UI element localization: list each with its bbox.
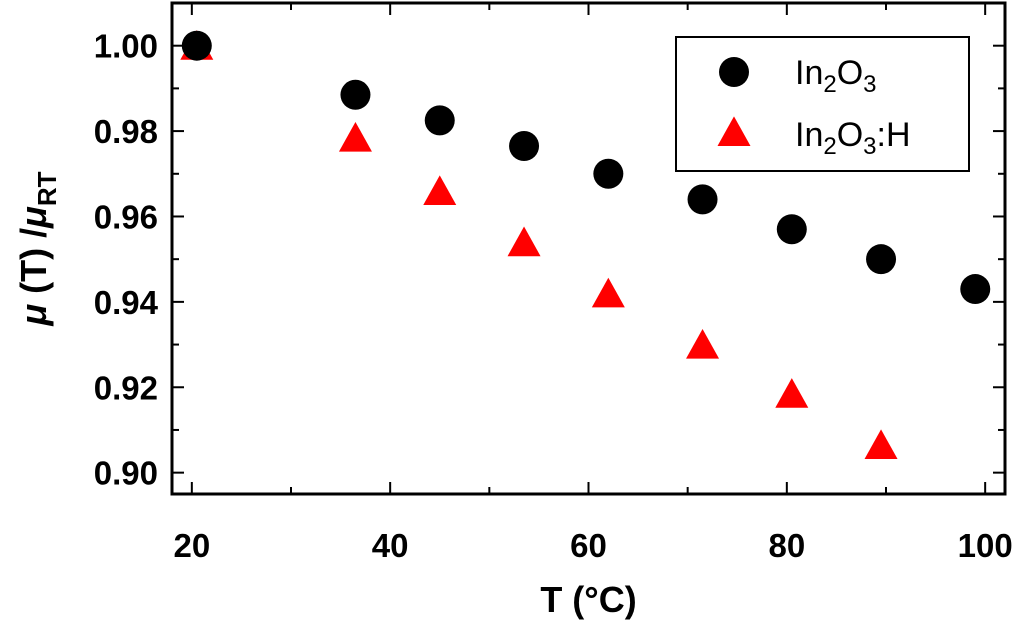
data-point-in2o3-h	[864, 429, 898, 460]
x-axis: 20 40 60 80 100	[173, 3, 1013, 564]
legend-label-in2o3-h: In2O3:H	[795, 116, 911, 160]
data-marks	[180, 30, 991, 460]
data-point-in2o3	[593, 158, 624, 189]
y-tick-label: 0.90	[94, 455, 158, 492]
data-point-in2o3	[509, 131, 540, 162]
y-tick-label: 0.98	[94, 113, 158, 150]
data-point-in2o3	[340, 79, 371, 110]
y-axis-title-mu: μ	[13, 304, 54, 327]
data-point-in2o3	[181, 30, 212, 61]
x-tick-label: 40	[372, 527, 409, 564]
y-axis: 0.90 0.92 0.94 0.96 0.98 1.00	[94, 2, 1005, 492]
x-tick-label: 80	[768, 527, 805, 564]
legend-box	[675, 36, 970, 172]
legend-label-in2o3: In2O3	[795, 54, 877, 98]
x-tick-label: 20	[173, 527, 210, 564]
y-tick-label: 0.96	[94, 198, 158, 235]
y-axis-title-mid: (T) /	[13, 228, 54, 304]
data-point-in2o3-h	[507, 226, 541, 257]
x-tick-label: 100	[958, 527, 1013, 564]
data-point-in2o3	[960, 274, 991, 305]
x-axis-title: T (°C)	[540, 579, 636, 620]
data-point-in2o3-h	[591, 277, 625, 308]
y-tick-label: 0.94	[94, 284, 159, 321]
y-tick-label: 0.92	[94, 369, 158, 406]
legend: In2O3 In2O3:H	[675, 36, 970, 172]
data-point-in2o3-h	[338, 121, 372, 152]
data-point-in2o3	[687, 184, 718, 215]
legend-marker-in2o3-h	[717, 116, 751, 146]
data-point-in2o3	[776, 214, 807, 245]
data-point-in2o3	[424, 105, 455, 136]
data-point-in2o3-h	[686, 329, 720, 359]
x-tick-label: 60	[570, 527, 607, 564]
legend-marker-in2o3	[719, 57, 749, 87]
data-point-in2o3	[866, 244, 897, 275]
y-tick-label: 1.00	[94, 28, 158, 65]
data-point-in2o3-h	[423, 175, 457, 205]
y-axis-title-mu-rt: μ	[13, 206, 54, 229]
y-axis-title: μ (T) /μRT	[13, 171, 62, 326]
y-axis-title-sub: RT	[32, 171, 62, 206]
data-point-in2o3-h	[775, 378, 809, 408]
